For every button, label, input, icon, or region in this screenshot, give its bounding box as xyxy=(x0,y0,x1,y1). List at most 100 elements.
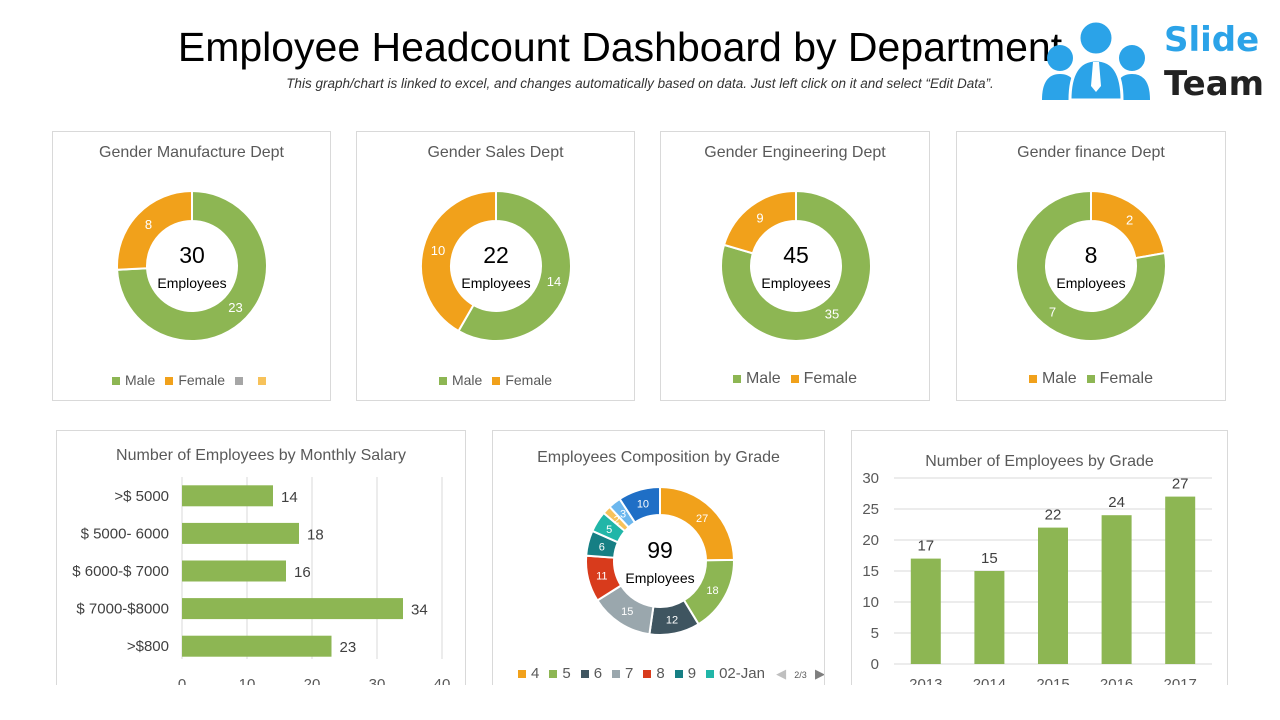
chart-legend: Male Female xyxy=(957,370,1225,388)
chart-legend: Male Female xyxy=(53,372,330,388)
grade-legend-row: 4 5 6 7 8 9 02-Jan ◀ 2/3 ▶ xyxy=(513,665,825,682)
legend-item[interactable]: Female xyxy=(492,372,552,388)
bar[interactable] xyxy=(182,598,403,620)
slice-data-label: 10 xyxy=(431,243,445,258)
y-tick-label: 0 xyxy=(871,656,879,673)
slice-data-label: 35 xyxy=(825,307,839,322)
x-tick-label: 30 xyxy=(369,676,386,685)
legend-swatch xyxy=(1028,374,1037,383)
donut-slice[interactable] xyxy=(720,189,872,342)
donut-slice[interactable] xyxy=(1015,189,1167,342)
legend-swatch xyxy=(732,374,741,383)
bar[interactable] xyxy=(182,485,273,507)
chart-title: Number of Employees by Monthly Salary xyxy=(116,447,406,464)
legend-item[interactable] xyxy=(235,372,248,388)
donut-slice[interactable] xyxy=(722,189,797,255)
slice-data-label: 18 xyxy=(706,585,718,597)
legend-item[interactable]: Male xyxy=(732,370,781,388)
donut-slice[interactable] xyxy=(116,189,268,342)
legend-next-icon[interactable]: ▶ xyxy=(814,666,825,681)
legend-swatch xyxy=(580,670,589,679)
x-tick-label: 2015 xyxy=(1036,676,1069,685)
donut-center-label: Employees xyxy=(461,275,530,291)
donut-chart: 27 18 12 15 11 652 3 10 99 Employees xyxy=(585,485,736,636)
donut-center-label: Employees xyxy=(761,275,830,291)
bar[interactable] xyxy=(1101,515,1132,664)
slideteam-logo: Slide Team xyxy=(1040,16,1270,106)
donut-slice[interactable] xyxy=(116,189,193,271)
bar-data-label: 22 xyxy=(1045,507,1062,524)
legend-swatch xyxy=(612,670,621,679)
legend-item[interactable] xyxy=(258,372,271,388)
legend-swatch xyxy=(790,374,799,383)
salary-bar-panel[interactable]: Number of Employees by Monthly Salary 0 1… xyxy=(56,430,466,685)
legend-label: 4 xyxy=(531,665,540,682)
bar[interactable] xyxy=(182,560,286,582)
legend-item[interactable]: Female xyxy=(790,370,857,388)
legend-item[interactable]: 6 xyxy=(580,665,602,682)
legend-item[interactable]: 9 xyxy=(674,665,696,682)
grade-bar-panel[interactable]: Number of Employees by Grade 0 5 10 15 20 25 3… xyxy=(851,430,1228,685)
donut-panel-sales[interactable]: Gender Sales Dept 14 10 22 Employees Male Fe… xyxy=(356,131,635,401)
x-tick-label: 2016 xyxy=(1100,676,1133,685)
chart-title: Employees Composition by Grade xyxy=(537,449,780,466)
slice-data-label: 6 xyxy=(599,541,605,553)
y-tick-label: 30 xyxy=(862,470,879,487)
donut-chart: 2 7 8 Employees xyxy=(1015,189,1167,342)
legend-item[interactable]: 5 xyxy=(549,665,571,682)
chart-title: Gender Engineering Dept xyxy=(704,144,886,161)
legend-item[interactable]: 7 xyxy=(612,665,633,682)
grade-donut-panel[interactable]: Employees Composition by Grade 27 18 12 15 1… xyxy=(492,430,825,685)
bar-data-label: 16 xyxy=(294,564,311,581)
legend-label: Male xyxy=(451,372,483,388)
salary-bar-chart: 0 10 20 30 40 >$ 5000 14 $ 5000- 6000 18 $ 6000-$… xyxy=(72,477,450,685)
legend-swatch xyxy=(111,377,120,386)
bar-data-label: 24 xyxy=(1108,494,1125,511)
slice-data-label: 10 xyxy=(637,498,649,510)
donut-panel-finance[interactable]: Gender finance Dept 2 7 8 Employees Male Fem… xyxy=(956,131,1226,401)
legend-item[interactable]: Male xyxy=(438,372,483,388)
donut-panel-manufacture[interactable]: Gender Manufacture Dept 23 8 30 Employees M… xyxy=(52,131,331,401)
legend-label: Male xyxy=(1041,370,1077,387)
legend-swatch xyxy=(235,377,244,386)
slice-data-label: 23 xyxy=(228,300,242,315)
legend-item[interactable]: 8 xyxy=(643,665,665,682)
chart-legend: 4 5 6 7 8 9 02-Jan xyxy=(513,665,770,682)
bar[interactable] xyxy=(1165,496,1196,664)
donut-slice[interactable] xyxy=(420,189,497,333)
bar[interactable] xyxy=(910,558,941,664)
chart-title: Number of Employees by Grade xyxy=(925,453,1154,470)
slice-data-label: 3 xyxy=(620,509,626,521)
legend-item[interactable]: Male xyxy=(111,372,155,388)
y-tick-label: $ 6000-$ 7000 xyxy=(72,563,169,580)
bar[interactable] xyxy=(1038,527,1068,664)
x-tick-label: 2013 xyxy=(909,676,942,685)
chart-title: Gender Sales Dept xyxy=(427,144,564,161)
bar[interactable] xyxy=(182,522,299,544)
legend-label: 8 xyxy=(656,665,665,682)
legend-swatch xyxy=(1086,374,1095,383)
donut-slice[interactable] xyxy=(457,189,572,342)
legend-label: Female xyxy=(178,372,226,388)
legend-item[interactable]: 02-Jan xyxy=(706,665,765,682)
bar-data-label: 34 xyxy=(411,602,428,619)
chart-legend: Male Female xyxy=(661,370,929,388)
legend-item[interactable]: Female xyxy=(165,372,225,388)
legend-label: 5 xyxy=(562,665,571,682)
logo-text-team: Team xyxy=(1164,64,1265,104)
legend-swatch xyxy=(549,670,558,679)
bar[interactable] xyxy=(182,635,332,657)
bar-data-label: 18 xyxy=(307,526,324,543)
legend-item[interactable]: 4 xyxy=(518,665,539,682)
donut-panel-engineering[interactable]: Gender Engineering Dept 35 9 45 Employees M… xyxy=(660,131,930,401)
page-title: Employee Headcount Dashboard by Departme… xyxy=(177,24,1063,70)
donut-slice[interactable] xyxy=(618,485,661,524)
bar[interactable] xyxy=(974,571,1005,664)
slice-data-label: 27 xyxy=(696,513,708,525)
legend-prev-icon[interactable]: ◀ xyxy=(776,666,787,681)
legend-item[interactable]: Male xyxy=(1028,370,1077,388)
legend-swatch xyxy=(258,377,267,386)
y-tick-label: 10 xyxy=(862,594,879,611)
legend-item[interactable]: Female xyxy=(1086,370,1153,388)
legend-swatch xyxy=(518,670,526,679)
